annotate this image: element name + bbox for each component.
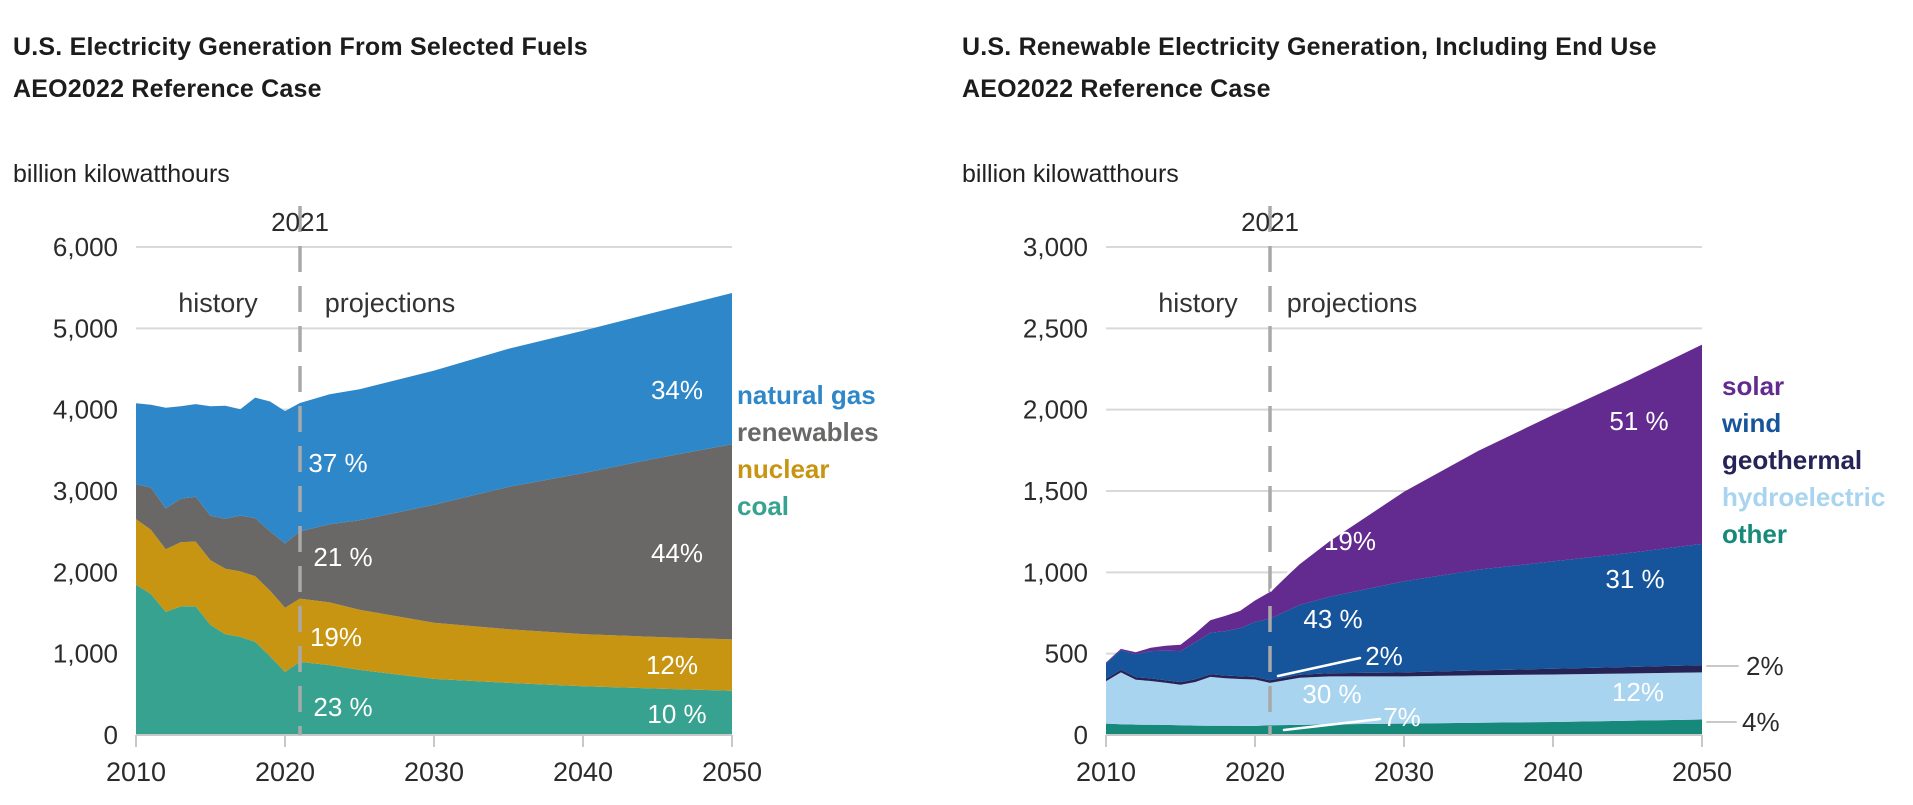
chart0-x-tick-label-2020: 2020: [255, 757, 315, 787]
chart0-share-label-3: 23 %: [313, 692, 372, 722]
chart1-leader-line-1: [1276, 656, 1362, 678]
chart0-x-tick-label-2030: 2030: [404, 757, 464, 787]
chart1-share-label-7: 12%: [1612, 677, 1664, 707]
chart1-x-tick-label-2020: 2020: [1225, 757, 1285, 787]
left-chart-header: U.S. Electricity Generation From Selecte…: [13, 26, 588, 189]
chart1-y-tick-label-500: 500: [1045, 639, 1088, 669]
chart0-y-tick-label-0: 0: [104, 720, 118, 750]
chart0-share-label-2: 19%: [310, 622, 362, 652]
right-chart-unit-label: billion kilowatthours: [962, 160, 1179, 188]
chart1-y-tick-label-0: 0: [1074, 720, 1088, 750]
chart0-divider-year-label: 2021: [271, 207, 329, 237]
chart0-share-label-1: 21 %: [313, 542, 372, 572]
legend-item-geothermal: geothermal: [1722, 445, 1863, 475]
chart1-divider-year-label: 2021: [1241, 207, 1299, 237]
chart1-area-other: [1106, 719, 1702, 735]
right-chart-legend: solar wind geothermal hydroelectric other: [1722, 368, 1885, 553]
chart1-share-label-0: 19%: [1324, 526, 1376, 556]
chart0-y-tick-label-6000: 6,000: [53, 232, 118, 262]
chart1-y-tick-label-1500: 1,500: [1023, 476, 1088, 506]
left-chart-subtitle: AEO2022 Reference Case: [13, 75, 322, 103]
chart1-x-tick-label-2030: 2030: [1374, 757, 1434, 787]
chart1-y-tick-label-1000: 1,000: [1023, 557, 1088, 587]
chart0-share-label-6: 12%: [646, 650, 698, 680]
chart1-area-solar: [1106, 344, 1702, 664]
chart0-share-label-7: 10 %: [647, 699, 706, 729]
chart0-y-tick-label-2000: 2,000: [53, 557, 118, 587]
chart1-area-hydroelectric: [1106, 672, 1702, 726]
chart1-share-label-8: 2%: [1746, 651, 1784, 681]
chart1-area-geothermal: [1106, 665, 1702, 685]
chart1-x-tick-label-2010: 2010: [1076, 757, 1136, 787]
chart0-history-label: history: [178, 288, 258, 318]
chart1-share-label-5: 51 %: [1609, 406, 1668, 436]
chart1-leader-line-0: [1269, 538, 1324, 592]
right-chart-header: U.S. Renewable Electricity Generation, I…: [962, 26, 1657, 189]
chart1-share-label-2: 2%: [1365, 641, 1403, 671]
right-chart-title: U.S. Renewable Electricity Generation, I…: [962, 33, 1657, 61]
chart0-share-label-4: 34%: [651, 375, 703, 405]
legend-item-nuclear: nuclear: [737, 454, 830, 484]
chart0-y-tick-label-3000: 3,000: [53, 476, 118, 506]
legend-item-coal: coal: [737, 491, 790, 521]
legend-item-renewables: renewables: [737, 417, 879, 447]
chart1-leader-line-2: [1282, 717, 1382, 732]
chart0-x-tick-label-2010: 2010: [106, 757, 166, 787]
chart1-share-label-3: 30 %: [1302, 679, 1361, 709]
chart1-y-tick-label-2000: 2,000: [1023, 395, 1088, 425]
chart1-share-label-9: 4%: [1742, 707, 1780, 737]
chart0-share-label-5: 44%: [651, 538, 703, 568]
legend-item-other: other: [1722, 519, 1787, 549]
chart1-projections-label: projections: [1287, 288, 1418, 318]
chart0-area-nuclear: [136, 519, 732, 691]
chart1-history-label: history: [1158, 288, 1238, 318]
chart0-projections-label: projections: [325, 288, 456, 318]
chart0-share-label-0: 37 %: [308, 448, 367, 478]
chart1-share-label-4: 7%: [1383, 702, 1421, 732]
chart0-y-tick-label-4000: 4,000: [53, 395, 118, 425]
left-chart-legend: natural gas renewables nuclear coal: [737, 377, 879, 525]
chart1-share-label-1: 43 %: [1303, 604, 1362, 634]
chart0-x-tick-label-2050: 2050: [702, 757, 762, 787]
left-chart-unit-label: billion kilowatthours: [13, 160, 230, 188]
chart0-area-coal: [136, 584, 732, 735]
chart0-area-renewables: [136, 444, 732, 640]
legend-item-solar: solar: [1722, 371, 1785, 401]
chart0-area-natural-gas: [136, 293, 732, 544]
chart1-y-tick-label-2500: 2,500: [1023, 313, 1088, 343]
chart0-y-tick-label-5000: 5,000: [53, 313, 118, 343]
legend-item-natural-gas: natural gas: [737, 380, 876, 410]
chart1-x-tick-label-2050: 2050: [1672, 757, 1732, 787]
chart1-y-tick-label-3000: 3,000: [1023, 232, 1088, 262]
chart0-y-tick-label-1000: 1,000: [53, 639, 118, 669]
chart1-area-wind: [1106, 543, 1702, 683]
right-chart-subtitle: AEO2022 Reference Case: [962, 75, 1271, 103]
legend-item-wind: wind: [1722, 408, 1782, 438]
legend-item-hydroelectric: hydroelectric: [1722, 482, 1886, 512]
chart1-share-label-6: 31 %: [1605, 564, 1664, 594]
left-chart-title: U.S. Electricity Generation From Selecte…: [13, 33, 588, 61]
chart0-x-tick-label-2040: 2040: [553, 757, 613, 787]
chart1-x-tick-label-2040: 2040: [1523, 757, 1583, 787]
